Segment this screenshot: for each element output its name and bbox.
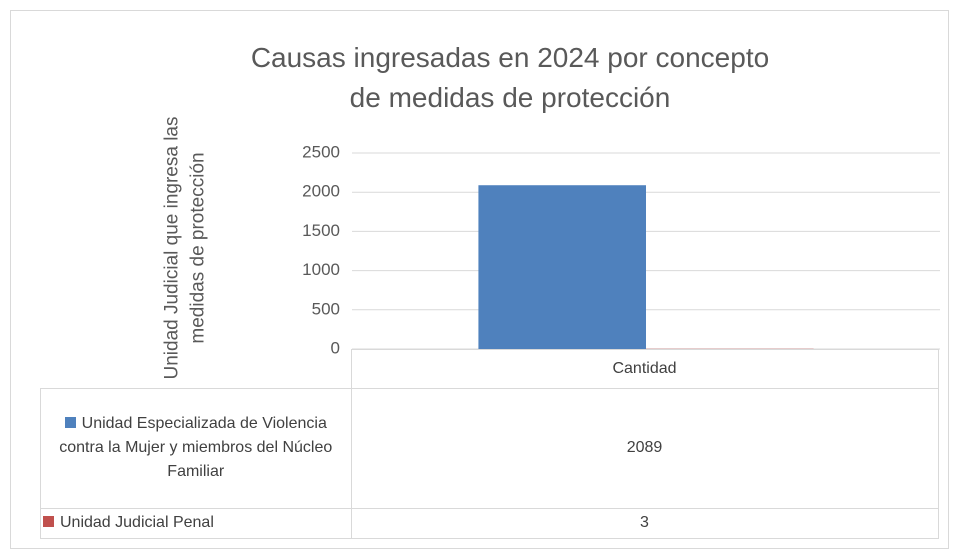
chart-frame xyxy=(10,10,949,549)
y-tick-label: 2000 xyxy=(302,182,340,201)
table-corner xyxy=(40,349,352,389)
legend-swatch xyxy=(64,417,76,428)
legend-label: Unidad Especializada de Violencia contra… xyxy=(59,415,333,480)
chart-title: Causas ingresadas en 2024 por concepto d… xyxy=(250,42,770,113)
legend-swatch xyxy=(43,516,54,527)
table-value: 2089 xyxy=(350,387,939,509)
table-row: Unidad Judicial Penal 3 xyxy=(40,507,939,539)
table-header-row: Cantidad xyxy=(40,349,939,389)
y-tick-label: 500 xyxy=(312,299,340,318)
y-tick-label: 2500 xyxy=(302,142,340,161)
legend-entry: Unidad Judicial Penal xyxy=(40,507,352,539)
table-row: Unidad Especializada de Violencia contra… xyxy=(40,387,939,509)
legend-label: Unidad Judicial Penal xyxy=(60,514,214,531)
legend-entry: Unidad Especializada de Violencia contra… xyxy=(40,387,352,509)
y-tick-label: 1000 xyxy=(302,260,340,279)
table-value: 3 xyxy=(350,507,939,539)
data-table: Cantidad Unidad Especializada de Violenci… xyxy=(40,349,939,539)
y-tick-label: 1500 xyxy=(302,221,340,240)
y-tick-label: 0 xyxy=(331,338,340,357)
bar xyxy=(478,185,646,349)
x-tick-label: Cantidad xyxy=(350,349,939,389)
